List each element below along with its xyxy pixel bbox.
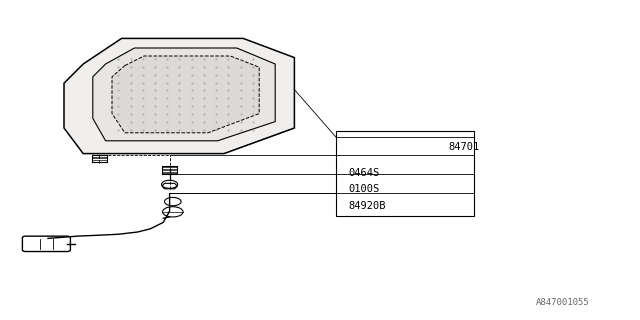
Text: 0100S: 0100S — [349, 184, 380, 195]
Polygon shape — [64, 38, 294, 154]
Bar — [336, 131, 474, 216]
Text: A847001055: A847001055 — [536, 298, 590, 307]
Text: 0464S: 0464S — [349, 168, 380, 179]
Polygon shape — [112, 56, 259, 133]
Text: 84701: 84701 — [448, 142, 479, 152]
Text: 84920B: 84920B — [349, 201, 387, 212]
Polygon shape — [93, 48, 275, 141]
